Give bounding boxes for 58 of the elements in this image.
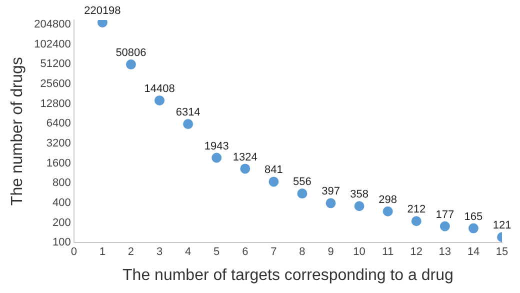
y-tick-label: 25600	[40, 78, 71, 90]
point	[297, 188, 308, 199]
point	[212, 152, 222, 163]
point	[354, 201, 364, 212]
x-tick-label: 2	[128, 246, 134, 258]
data-label: 397	[322, 186, 340, 198]
x-tick-label: 1	[99, 246, 106, 258]
x-tick-label: 8	[299, 246, 306, 258]
point	[411, 216, 422, 226]
y-tick-label: 200	[52, 216, 71, 229]
data-label: 556	[293, 176, 312, 188]
x-tick-label: 12	[410, 246, 423, 258]
y-tick-label: 102400	[34, 38, 71, 50]
y-axis-title: The number of drugs	[9, 57, 26, 206]
data-label: 6314	[176, 106, 200, 119]
data-label: 50806	[116, 46, 146, 59]
data-label: 212	[407, 204, 426, 216]
data-label: 298	[378, 194, 398, 206]
data-label: 220198	[84, 4, 121, 17]
data-label: 14408	[144, 82, 175, 95]
x-tick-label: 13	[438, 246, 452, 258]
y-tick-label: 6400	[46, 118, 71, 130]
x-tick-label: 14	[467, 246, 480, 258]
x-tick-label: 15	[496, 246, 508, 258]
point	[440, 221, 450, 232]
data-label: 177	[436, 208, 454, 221]
x-tick-label: 11	[382, 246, 394, 258]
x-tick-label: 10	[353, 246, 366, 258]
data-label: 1943	[204, 140, 229, 152]
data-label: 358	[350, 188, 368, 201]
point	[154, 95, 165, 106]
x-tick-label: 9	[328, 246, 334, 258]
point	[126, 59, 136, 70]
y-tick-label: 800	[52, 177, 71, 190]
data-label: 841	[264, 164, 283, 176]
x-tick-label: 5	[214, 246, 220, 258]
y-tick-label: 100	[52, 236, 71, 249]
point	[268, 176, 279, 187]
data-label: 1324	[232, 151, 258, 164]
point	[468, 223, 478, 234]
x-tick-label: 7	[270, 246, 277, 258]
x-tick-label: 6	[242, 246, 248, 258]
data-label: 165	[464, 210, 483, 223]
y-tick-label: 1600	[46, 157, 71, 170]
point	[240, 164, 250, 174]
point	[326, 198, 336, 208]
y-tick-label: 51200	[40, 58, 71, 70]
x-tick-label: 0	[70, 246, 77, 258]
x-axis-title: The number of targets corresponding to a drug	[122, 266, 454, 284]
y-tick-label: 204800	[34, 18, 71, 31]
y-tick-label: 400	[52, 196, 71, 209]
x-tick-label: 4	[185, 246, 192, 258]
point	[183, 119, 194, 130]
x-tick-label: 3	[156, 246, 163, 258]
y-tick-label: 3200	[46, 138, 71, 150]
y-tick-label: 12800	[40, 98, 71, 110]
data-label: 121	[492, 220, 512, 232]
point	[382, 206, 393, 216]
